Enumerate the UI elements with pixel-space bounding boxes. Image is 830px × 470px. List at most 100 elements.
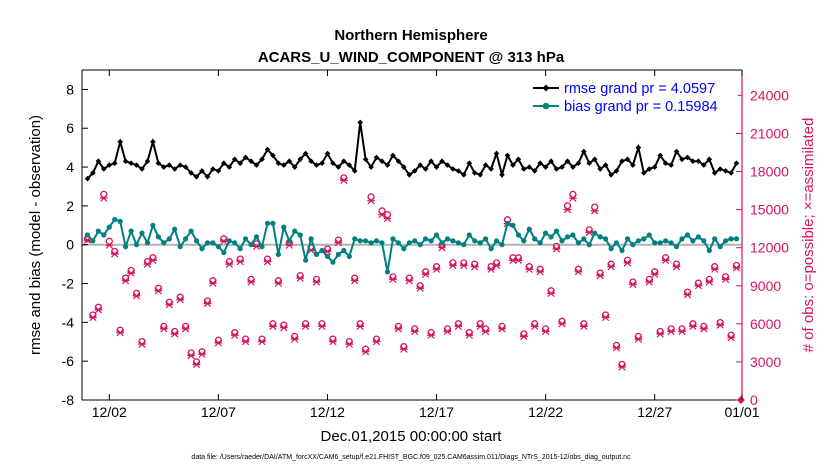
bias-point-76 [499,242,505,248]
obs-assimilated-marker-42 [312,278,321,286]
rmse-point-116 [717,166,723,172]
rmse-point-12 [150,139,156,145]
rmse-point-90 [575,160,582,166]
obs-assimilated-marker-53 [372,337,381,346]
bias-point-4 [106,224,112,230]
obs-assimilated-marker-24 [214,339,223,347]
y-right-tick-label-0: 24000 [750,87,789,103]
bias-point-43 [319,247,325,254]
rmse-point-45 [330,160,336,166]
x-tick-label-2: 12/12 [310,404,345,420]
rmse-point-51 [362,156,369,163]
bias-point-87 [559,238,565,244]
bias-point-80 [521,238,527,244]
bias-point-74 [488,246,494,252]
obs-assimilated-marker-81 [525,265,534,273]
bias-point-61 [417,242,423,248]
obs-assimilated-marker-100 [629,280,637,289]
bias-point-8 [128,228,134,234]
obs-assimilated-marker-71 [470,263,479,271]
y-right-tick-label-1: 21000 [750,125,789,141]
obs-assimilated-marker-47 [340,176,348,185]
rmse-point-31 [253,162,260,168]
obs-assimilated-marker-55 [383,214,392,223]
obs-assimilated-marker-74 [487,265,495,273]
rmse-point-23 [210,166,216,172]
obs-assimilated-marker-90 [574,268,583,276]
bias-point-104 [652,240,658,246]
bias-point-30 [248,242,254,248]
bias-point-20 [193,238,200,244]
obs-assimilated-marker-37 [285,241,294,249]
obs-assimilated-marker-103 [650,270,659,278]
bias-point-118 [728,236,734,242]
obs-assimilated-marker-13 [154,287,163,295]
y-left-tick-label-4: 0 [66,237,74,253]
rmse-point-36 [281,162,287,168]
bias-point-64 [433,232,440,238]
rmse-point-1 [90,170,96,176]
legend-bias-marker [542,102,550,110]
bias-point-117 [723,238,729,244]
rmse-point-76 [499,172,505,178]
obs-assimilated-marker-62 [421,270,430,278]
rmse-point-82 [531,168,538,174]
bias-point-94 [597,234,603,240]
rmse-point-91 [581,148,587,155]
rmse-point-9 [133,162,140,168]
rmse-point-49 [351,168,358,174]
rmse-point-115 [711,170,718,176]
bias-point-71 [472,238,478,244]
rmse-point-55 [384,162,391,168]
obs-assimilated-marker-8 [127,269,135,277]
y-right-tick-label-6: 6000 [750,316,781,332]
rmse-point-35 [275,160,282,166]
bias-point-58 [401,246,407,252]
rmse-point-28 [237,160,243,166]
rmse-point-53 [373,154,380,161]
y-right-tick-label-2: 18000 [750,164,789,180]
rmse-point-27 [231,156,238,163]
obs-assimilated-marker-108 [678,327,686,336]
obs-assimilated-marker-22 [203,299,212,308]
obs-assimilated-marker-43 [318,322,326,331]
bias-point-105 [657,240,663,246]
obs-assimilated-marker-49 [350,277,359,285]
obs-assimilated-marker-5 [110,250,119,258]
bias-point-21 [199,246,205,252]
bias-point-12 [150,222,156,228]
chart-subtitle: ACARS_U_WIND_COMPONENT @ 313 hPa [258,49,565,66]
rmse-point-81 [526,164,533,170]
rmse-point-32 [259,156,265,163]
obs-assimilated-marker-45 [329,337,337,346]
bias-point-75 [493,238,500,244]
bias-point-44 [324,253,331,259]
bias-point-73 [483,236,489,242]
obs-assimilated-marker-39 [296,274,304,282]
obs-assimilated-marker-95 [601,313,610,322]
bias-point-37 [286,238,292,244]
obs-assimilated-marker-9 [132,292,141,300]
obs-assimilated-marker-11 [143,260,152,268]
legend-box [526,76,738,118]
bias-point-17 [177,244,183,250]
chart-title: Northern Hemisphere [334,27,487,44]
rmse-point-103 [646,166,653,172]
bias-point-65 [439,240,445,246]
bias-point-6 [117,218,123,224]
obs-assimilated-marker-75 [492,261,501,270]
bias-point-53 [373,238,380,244]
obs-assimilated-marker-25 [220,237,228,245]
rmse-point-114 [706,156,713,163]
bias-point-67 [450,238,456,244]
y-left-tick-label-3: 2 [66,198,74,214]
bias-point-7 [123,244,129,250]
rmse-point-79 [515,156,522,163]
rmse-point-83 [537,160,543,166]
obs-assimilated-marker-92 [585,228,594,237]
obs-assimilated-marker-110 [689,322,697,331]
rmse-point-17 [177,162,183,168]
rmse-point-69 [461,172,467,178]
bias-point-27 [232,240,238,246]
rmse-point-39 [297,156,303,163]
